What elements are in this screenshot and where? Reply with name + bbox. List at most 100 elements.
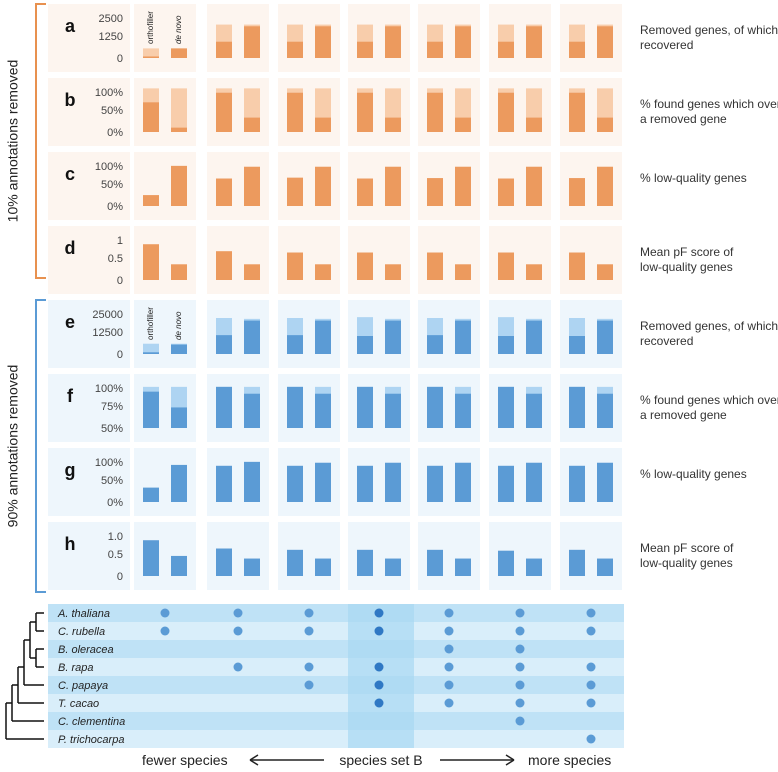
- y-tick-label: 1.0: [108, 531, 123, 543]
- bar-value: [569, 41, 585, 58]
- species-dot: [444, 698, 454, 708]
- bar-value: [143, 487, 159, 502]
- species-name: A. thaliana: [57, 608, 110, 620]
- species-dot: [444, 662, 454, 672]
- species-name: B. oleracea: [58, 644, 114, 656]
- column-header: de novo: [174, 311, 183, 340]
- y-tick-label: 0%: [107, 201, 123, 213]
- species-dot: [586, 608, 596, 618]
- species-dot: [374, 626, 384, 636]
- bar-value: [171, 264, 187, 280]
- bar-value: [315, 26, 331, 58]
- y-tick-label: 0.5: [108, 549, 123, 561]
- column-header: de novo: [174, 15, 183, 44]
- species-name: C. papaya: [58, 680, 108, 692]
- bar-value: [427, 335, 443, 354]
- panel-label-background: [48, 300, 130, 368]
- bar-value: [597, 117, 613, 132]
- panel-title: recovered: [640, 38, 693, 52]
- arrow-right-icon: [505, 754, 515, 766]
- bar-value: [315, 393, 331, 428]
- bar-value: [498, 178, 514, 206]
- bar-value: [357, 178, 373, 206]
- column-header: orthofiller: [146, 11, 155, 44]
- bar-value: [143, 56, 159, 58]
- bar-value: [427, 252, 443, 280]
- bar-value: [315, 117, 331, 132]
- bar-value: [498, 92, 514, 132]
- bar-value: [427, 386, 443, 428]
- panel-cell: [134, 300, 196, 368]
- bar-value: [526, 393, 542, 428]
- panel-title: % found genes which overlap: [640, 393, 778, 407]
- bar-value: [143, 352, 159, 354]
- species-dot: [374, 680, 384, 690]
- y-tick-label: 100%: [95, 383, 123, 395]
- bar-value: [498, 550, 514, 576]
- species-dot: [515, 698, 525, 708]
- species-dot: [515, 662, 525, 672]
- bar-value: [315, 264, 331, 280]
- panel-label-background: [48, 152, 130, 220]
- bar-total: [143, 343, 159, 354]
- column-header: orthofiller: [146, 307, 155, 340]
- bar-value: [357, 465, 373, 502]
- bar-value: [455, 26, 471, 58]
- bar-value: [171, 165, 187, 206]
- species-row: [48, 658, 624, 676]
- y-tick-label: 75%: [101, 401, 123, 413]
- bar-value: [569, 92, 585, 132]
- bar-value: [357, 41, 373, 58]
- panel-title: recovered: [640, 334, 693, 348]
- species-dot: [304, 608, 314, 618]
- bar-value: [498, 465, 514, 502]
- y-tick-label: 50%: [101, 179, 123, 191]
- bar-value: [244, 558, 260, 576]
- bar-value: [287, 465, 303, 502]
- phylogenetic-tree: [5, 612, 44, 740]
- bar-value: [171, 464, 187, 502]
- y-tick-label: 0: [117, 571, 123, 583]
- panel-f: f 100% 75% 50% % found genes which overlapa …: [48, 374, 778, 442]
- bar-value: [216, 548, 232, 576]
- species-dot: [233, 608, 243, 618]
- panel-title: % found genes which overlap: [640, 97, 778, 111]
- y-tick-label: 1: [117, 235, 123, 247]
- bar-value: [143, 244, 159, 280]
- bar-value: [385, 26, 401, 58]
- y-tick-label: 0%: [107, 497, 123, 509]
- y-tick-label: 50%: [101, 475, 123, 487]
- bar-value: [597, 26, 613, 58]
- y-tick-label: 0: [117, 349, 123, 361]
- species-dot: [304, 680, 314, 690]
- bar-value: [171, 48, 187, 58]
- panel-letter: h: [65, 534, 76, 554]
- highlight-column: [348, 604, 414, 748]
- bar-value: [216, 41, 232, 58]
- panel-letter: c: [65, 164, 75, 184]
- bar-value: [216, 465, 232, 502]
- bar-value: [287, 549, 303, 576]
- panel-title: Mean pF score of: [640, 541, 734, 555]
- group-label: 10% annotations removed: [5, 60, 21, 223]
- bar-value: [216, 92, 232, 132]
- species-table: A. thaliana C. rubella B. oleracea B. rapa C…: [48, 604, 624, 748]
- y-tick-label: 50%: [101, 105, 123, 117]
- bar-value: [455, 166, 471, 206]
- panel-title: low-quality genes: [640, 556, 733, 570]
- panel-title: % low-quality genes: [640, 467, 747, 481]
- panel-title: Mean pF score of: [640, 245, 734, 259]
- species-dot: [374, 698, 384, 708]
- bar-value: [216, 178, 232, 206]
- bar-value: [315, 558, 331, 576]
- bar-value: [244, 26, 260, 58]
- bar-value: [244, 166, 260, 206]
- panel-label-background: [48, 448, 130, 516]
- bar-value: [455, 320, 471, 354]
- species-dot: [586, 626, 596, 636]
- species-dot: [374, 662, 384, 672]
- species-dot: [515, 716, 525, 726]
- bar-value: [143, 391, 159, 428]
- bar-value: [244, 461, 260, 502]
